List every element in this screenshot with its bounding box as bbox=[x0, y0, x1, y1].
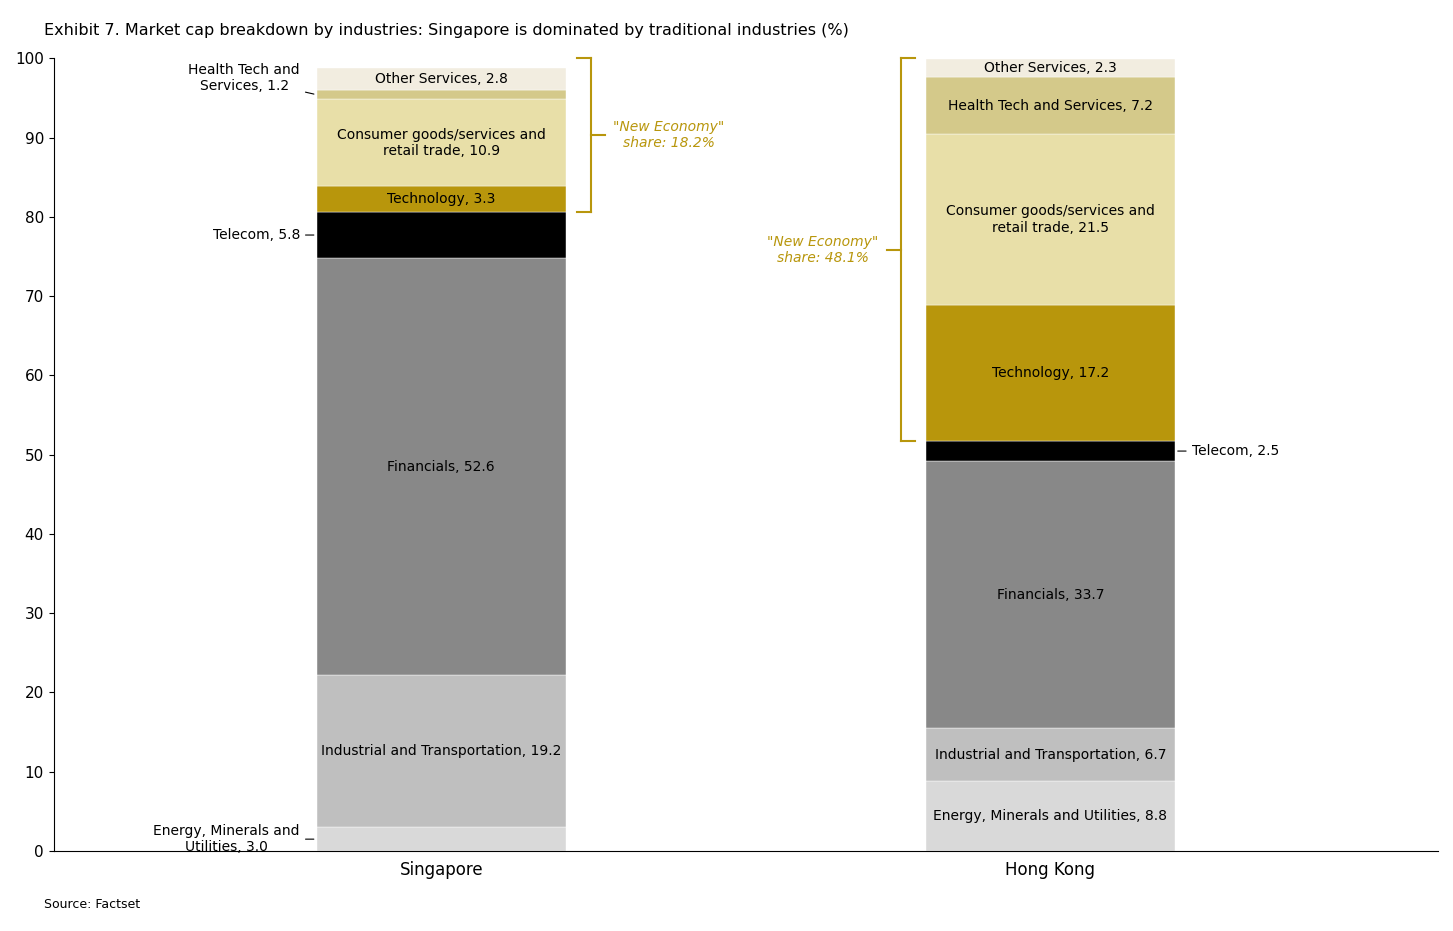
Text: Financials, 52.6: Financials, 52.6 bbox=[388, 460, 495, 474]
Bar bbox=[926, 304, 1175, 441]
Text: Consumer goods/services and
retail trade, 21.5: Consumer goods/services and retail trade… bbox=[946, 205, 1155, 235]
Text: Health Tech and Services, 7.2: Health Tech and Services, 7.2 bbox=[947, 99, 1152, 113]
Bar bbox=[926, 134, 1175, 304]
Bar bbox=[926, 59, 1175, 77]
Text: Health Tech and
Services, 1.2: Health Tech and Services, 1.2 bbox=[189, 63, 314, 94]
Bar bbox=[926, 461, 1175, 728]
Text: Energy, Minerals and Utilities, 8.8: Energy, Minerals and Utilities, 8.8 bbox=[933, 809, 1167, 823]
Text: Technology, 17.2: Technology, 17.2 bbox=[992, 366, 1109, 380]
Bar bbox=[317, 828, 565, 851]
Bar bbox=[317, 258, 565, 675]
Bar bbox=[926, 781, 1175, 851]
Text: "New Economy"
share: 48.1%: "New Economy" share: 48.1% bbox=[767, 235, 879, 264]
Text: Other Services, 2.3: Other Services, 2.3 bbox=[984, 61, 1117, 75]
Bar bbox=[926, 441, 1175, 461]
Bar bbox=[317, 90, 565, 100]
Bar bbox=[317, 68, 565, 90]
Text: Other Services, 2.8: Other Services, 2.8 bbox=[375, 72, 507, 86]
Bar bbox=[317, 186, 565, 212]
Bar bbox=[926, 77, 1175, 134]
Bar bbox=[317, 675, 565, 828]
Text: Exhibit 7. Market cap breakdown by industries: Singapore is dominated by traditi: Exhibit 7. Market cap breakdown by indus… bbox=[44, 23, 849, 38]
Text: Industrial and Transportation, 6.7: Industrial and Transportation, 6.7 bbox=[934, 748, 1167, 762]
Text: "New Economy"
share: 18.2%: "New Economy" share: 18.2% bbox=[613, 120, 724, 150]
Text: Telecom, 2.5: Telecom, 2.5 bbox=[1178, 444, 1279, 458]
Bar bbox=[317, 100, 565, 186]
Text: Technology, 3.3: Technology, 3.3 bbox=[386, 192, 495, 206]
Text: Industrial and Transportation, 19.2: Industrial and Transportation, 19.2 bbox=[321, 744, 561, 758]
Text: Financials, 33.7: Financials, 33.7 bbox=[997, 587, 1104, 601]
Text: Source: Factset: Source: Factset bbox=[44, 897, 139, 911]
Bar bbox=[926, 728, 1175, 781]
Text: Telecom, 5.8: Telecom, 5.8 bbox=[212, 228, 314, 242]
Text: Consumer goods/services and
retail trade, 10.9: Consumer goods/services and retail trade… bbox=[337, 128, 546, 157]
Bar bbox=[317, 212, 565, 258]
Text: Energy, Minerals and
Utilities, 3.0: Energy, Minerals and Utilities, 3.0 bbox=[154, 824, 314, 855]
